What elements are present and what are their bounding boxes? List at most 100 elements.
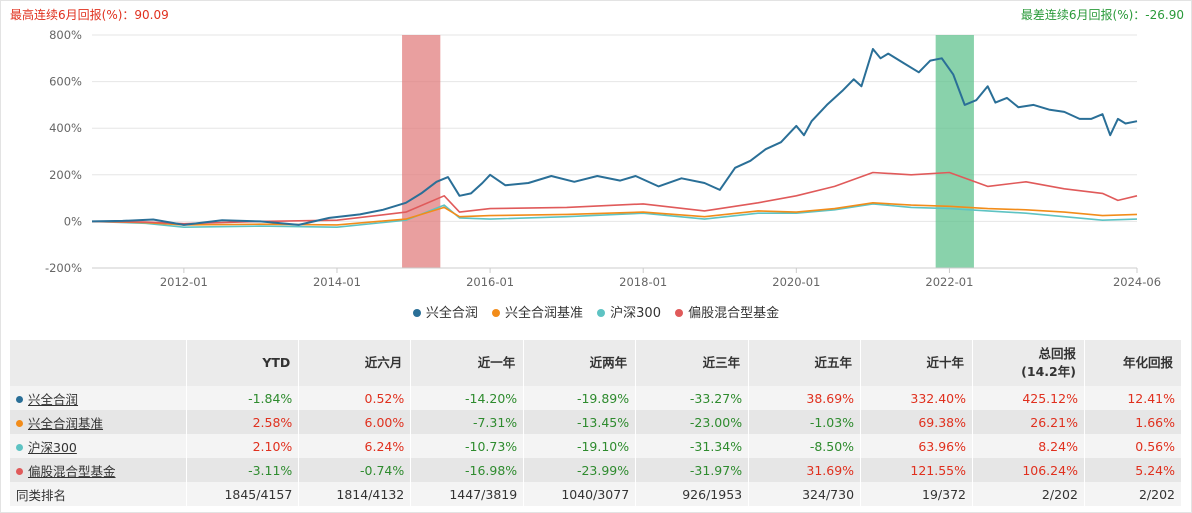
legend-dot-icon (412, 309, 421, 317)
table-header-ytd: YTD (186, 340, 300, 386)
legend-label: 兴全合润 (425, 306, 478, 321)
return-cell: 2.10% (186, 434, 300, 458)
table-header-blank (10, 340, 188, 386)
return-cell: -0.74% (298, 458, 412, 482)
return-cell: 6.24% (298, 434, 412, 458)
return-cell: 1.66% (1084, 410, 1183, 434)
y-tick-label: -200% (45, 261, 82, 275)
row-name-link[interactable]: 兴全合润基准 (28, 415, 104, 431)
return-cell: 8.24% (972, 434, 1085, 458)
return-cell: -19.10% (523, 434, 637, 458)
series-line-benchmark (91, 202, 1138, 226)
row-name-link[interactable]: 偏股混合型基金 (28, 463, 116, 479)
table-header-row: YTD 近六月 近一年 近两年 近三年 近五年 近十年 总回报 (14.2年) … (10, 340, 1183, 386)
x-tick-label: 2016-01 (466, 275, 514, 289)
y-tick-label: 400% (49, 121, 82, 135)
return-cell: -19.89% (523, 386, 637, 410)
rank-cell: 1447/3819 (410, 482, 525, 506)
return-cell: -10.73% (410, 434, 525, 458)
legend-dot-icon (675, 309, 684, 317)
return-cell: -31.97% (635, 458, 750, 482)
row-name-cell: 沪深300 (10, 434, 188, 458)
return-cell: 425.12% (972, 386, 1085, 410)
rank-cell: 926/1953 (635, 482, 750, 506)
table-header-1y: 近一年 (410, 340, 525, 386)
table-header-3y: 近三年 (635, 340, 750, 386)
series-line-csi300 (91, 203, 1138, 228)
legend-label: 兴全合润基准 (505, 306, 584, 321)
legend-label: 沪深300 (610, 306, 661, 321)
table-row: 偏股混合型基金 -3.11% -0.74% -16.98% -23.99% -31.97%… (10, 458, 1183, 482)
worst-6m-band (935, 35, 974, 268)
row-name-cell: 兴全合润 (10, 386, 188, 410)
best-6m-return-label: 最高连续6月回报(%)：90.09 (10, 8, 169, 22)
series-dot-icon (16, 443, 23, 451)
table-header-annual: 年化回报 (1084, 340, 1183, 386)
worst-6m-return-label: 最差连续6月回报(%)：-26.90 (1020, 8, 1184, 22)
x-tick-label: 2018-01 (619, 275, 667, 289)
return-cell: 0.56% (1084, 434, 1183, 458)
return-cell: -13.45% (523, 410, 637, 434)
chart-legend: 兴全合润 兴全合润基准 沪深300 偏股混合型基金 (0, 302, 1192, 321)
legend-item-category[interactable]: 偏股混合型基金 (675, 302, 779, 321)
x-tick-label: 2024-06 (1113, 275, 1161, 289)
return-cell: 106.24% (972, 458, 1085, 482)
return-cell: 38.69% (748, 386, 862, 410)
return-cell: -16.98% (410, 458, 525, 482)
y-tick-label: 200% (49, 168, 82, 182)
legend-item-fund[interactable]: 兴全合润 (412, 302, 478, 321)
performance-chart: 800% 600% 400% 200% 0% -200% 2012-01 2014-01 201… (45, 28, 1161, 289)
series-dot-icon (16, 467, 23, 475)
series-dot-icon (16, 395, 23, 403)
table-row: 兴全合润 -1.84% 0.52% -14.20% -19.89% -33.27% 38.6… (10, 386, 1183, 410)
return-cell: 332.40% (860, 386, 973, 410)
x-tick-label: 2014-01 (313, 275, 361, 289)
return-cell: 63.96% (860, 434, 973, 458)
table-header-2y: 近两年 (523, 340, 637, 386)
best-6m-band (402, 35, 441, 268)
table-header-total: 总回报 (14.2年) (972, 340, 1085, 386)
returns-table: YTD 近六月 近一年 近两年 近三年 近五年 近十年 总回报 (14.2年) … (10, 340, 1183, 506)
legend-item-benchmark[interactable]: 兴全合润基准 (492, 302, 583, 321)
table-header-6m: 近六月 (298, 340, 412, 386)
return-cell: -3.11% (186, 458, 300, 482)
rank-cell: 2/202 (972, 482, 1085, 506)
y-tick-label: 600% (49, 75, 82, 89)
return-cell: 69.38% (860, 410, 973, 434)
rank-cell: 1814/4132 (298, 482, 412, 506)
return-cell: -23.00% (635, 410, 750, 434)
return-cell: 12.41% (1084, 386, 1183, 410)
table-header-10y: 近十年 (860, 340, 973, 386)
rank-cell: 324/730 (748, 482, 862, 506)
series-line-fund (91, 48, 1138, 226)
return-cell: 0.52% (298, 386, 412, 410)
x-tick-label: 2020-01 (772, 275, 820, 289)
legend-dot-icon (492, 309, 500, 317)
table-row: 兴全合润基准 2.58% 6.00% -7.31% -13.45% -23.00% -1.0… (10, 410, 1183, 434)
legend-item-csi300[interactable]: 沪深300 (597, 302, 661, 321)
row-name-link[interactable]: 沪深300 (28, 439, 77, 455)
return-cell: -31.34% (635, 434, 750, 458)
return-cell: -23.99% (523, 458, 637, 482)
table-header-5y: 近五年 (748, 340, 862, 386)
return-cell: -33.27% (635, 386, 750, 410)
rank-row: 同类排名 1845/4157 1814/4132 1447/3819 1040/3077… (10, 482, 1183, 506)
rank-cell: 1845/4157 (186, 482, 300, 506)
row-name-cell: 兴全合润基准 (10, 410, 188, 434)
row-name-cell: 偏股混合型基金 (10, 458, 188, 482)
row-name-link[interactable]: 兴全合润 (28, 391, 79, 407)
rank-row-label: 同类排名 (10, 482, 188, 506)
rank-cell: 1040/3077 (523, 482, 637, 506)
return-cell: 121.55% (860, 458, 973, 482)
return-cell: -7.31% (410, 410, 525, 434)
return-cell: -1.03% (748, 410, 862, 434)
return-cell: 5.24% (1084, 458, 1183, 482)
legend-dot-icon (597, 309, 606, 317)
legend-label: 偏股混合型基金 (688, 306, 780, 321)
series-line-category (91, 171, 1138, 225)
table-row: 沪深300 2.10% 6.24% -10.73% -19.10% -31.34% -8.5… (10, 434, 1183, 458)
return-cell: 31.69% (748, 458, 862, 482)
return-cell: -8.50% (748, 434, 862, 458)
rank-cell: 19/372 (860, 482, 973, 506)
return-cell: 2.58% (186, 410, 300, 434)
